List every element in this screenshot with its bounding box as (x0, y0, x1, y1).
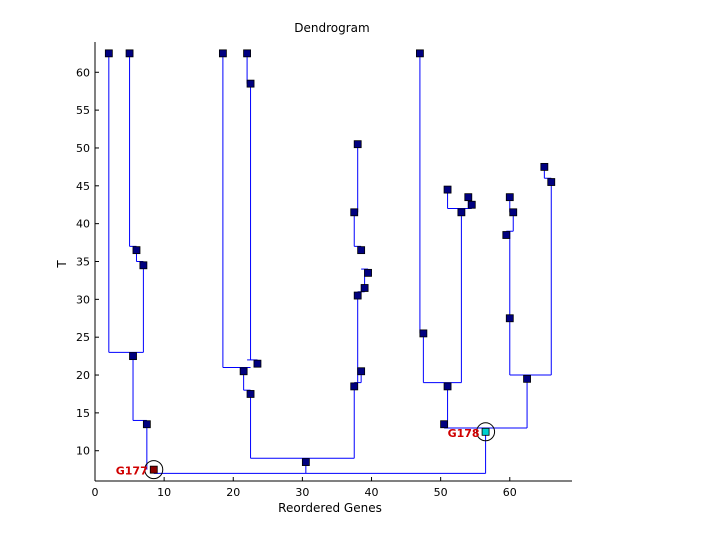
dendrogram-node (139, 261, 148, 270)
y-axis-label: T (55, 260, 69, 269)
dendrogram-node (505, 193, 514, 202)
dendrogram-node (364, 268, 372, 277)
x-tick-label: 30 (295, 486, 309, 499)
x-tick-label: 40 (365, 486, 379, 499)
dendrogram-node (132, 246, 141, 255)
y-tick-label: 55 (76, 104, 90, 117)
dendrogram-node (104, 49, 113, 58)
dendrogram-node (129, 352, 137, 361)
y-tick-label: 35 (76, 256, 90, 269)
node-label: G177 (116, 465, 148, 478)
dendrogram-node (416, 49, 424, 58)
dendrogram-node (443, 382, 452, 391)
y-tick-label: 25 (76, 331, 90, 344)
dendrogram-node (360, 284, 369, 292)
dendrogram-node (547, 178, 556, 186)
highlight-ring (144, 460, 164, 480)
dendrogram-node (246, 390, 255, 398)
dendrogram-node (239, 367, 248, 376)
dendrogram-node (357, 246, 366, 255)
dendrogram-node (357, 367, 366, 376)
x-tick-label: 50 (434, 486, 448, 499)
y-tick-label: 45 (76, 180, 90, 193)
dendrogram-node (443, 185, 452, 194)
dendrogram-node (142, 420, 151, 429)
dendrogram-node (481, 427, 490, 436)
dendrogram-node (523, 374, 531, 383)
x-tick-label: 0 (92, 486, 99, 499)
y-tick-label: 10 (76, 445, 90, 458)
dendrogram-node (457, 208, 466, 217)
dendrogram-node (464, 193, 473, 202)
dendrogram-node (419, 329, 428, 338)
dendrogram-node (502, 231, 511, 239)
y-tick-label: 15 (76, 407, 90, 420)
y-tick-label: 20 (76, 369, 90, 382)
dendrogram-node (125, 49, 134, 58)
dendrogram-node (301, 458, 310, 466)
dendrogram-node (505, 314, 514, 323)
x-axis-label: Reordered Genes (278, 501, 382, 515)
x-tick-label: 20 (226, 486, 240, 499)
dendrogram-node (350, 382, 359, 391)
dendrogram-node (350, 208, 359, 217)
dendrogram-node (243, 49, 251, 58)
plot-area: 0 10 20 30 40 50 60 10 15 20 25 30 35 40 45 50 55 60 G177 G… (76, 42, 572, 499)
y-tick-label: 50 (76, 142, 90, 155)
dendrogram-node (353, 291, 362, 300)
chart-title: Dendrogram (294, 21, 369, 35)
dendrogram-node (253, 359, 262, 368)
dendrogram-node (353, 140, 362, 149)
dendrogram-node (440, 420, 449, 429)
dendrogram-node (509, 208, 518, 217)
highlight-ring (476, 422, 496, 442)
y-tick-label: 60 (76, 66, 90, 79)
dendrogram-node (540, 162, 549, 171)
dendrogram-node (218, 49, 227, 58)
dendrogram-node (149, 465, 158, 474)
x-tick-label: 10 (157, 486, 171, 499)
node-label: G178 (448, 427, 480, 440)
y-tick-label: 40 (76, 218, 90, 231)
dendrogram-node (246, 79, 255, 88)
dendrogram-node (467, 200, 476, 209)
x-tick-label: 60 (503, 486, 517, 499)
y-tick-label: 30 (76, 293, 90, 306)
